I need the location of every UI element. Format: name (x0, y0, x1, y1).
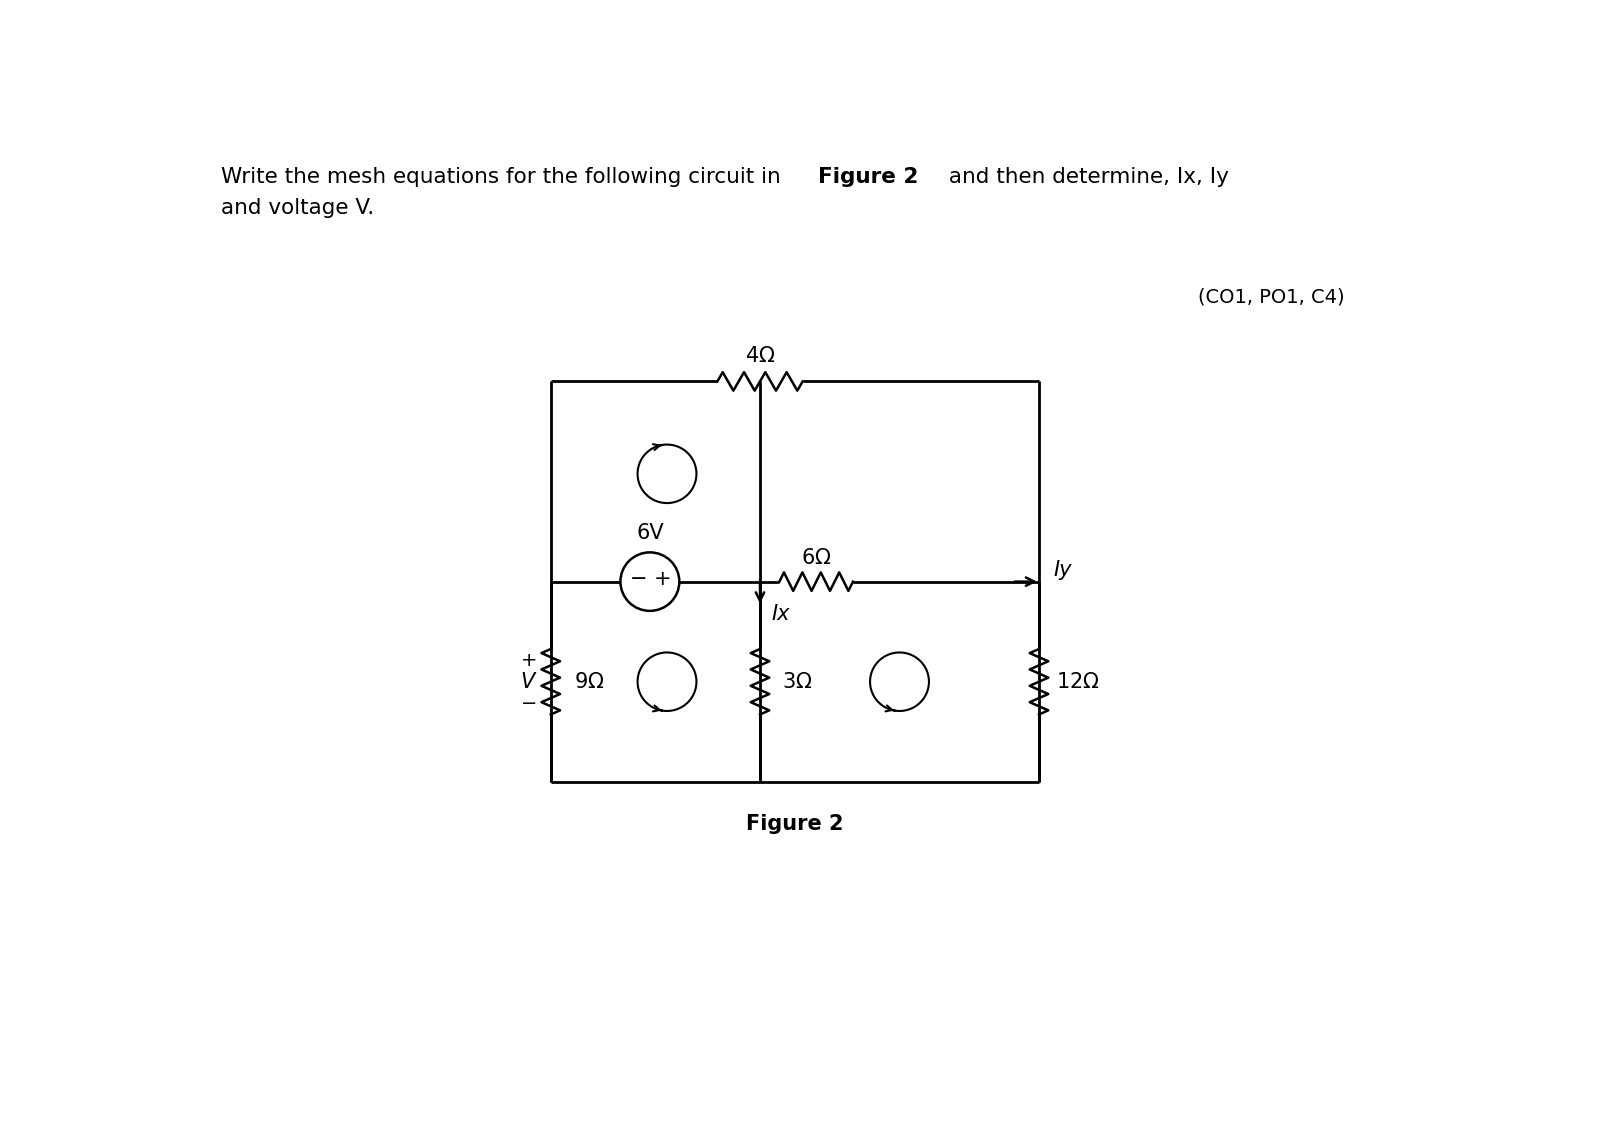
Text: Ix: Ix (771, 604, 790, 624)
Text: (CO1, PO1, C4): (CO1, PO1, C4) (1197, 287, 1345, 306)
Text: 3$\Omega$: 3$\Omega$ (782, 671, 813, 692)
Text: Figure 2: Figure 2 (818, 167, 918, 188)
Text: Write the mesh equations for the following circuit in: Write the mesh equations for the followi… (221, 167, 789, 188)
Text: 12$\Omega$: 12$\Omega$ (1055, 671, 1100, 692)
Text: and then determine, Ix, Iy: and then determine, Ix, Iy (942, 167, 1230, 188)
Text: and voltage V.: and voltage V. (221, 198, 375, 218)
Text: Iy: Iy (1054, 560, 1071, 580)
Text: 9$\Omega$: 9$\Omega$ (574, 671, 604, 692)
Text: 6V: 6V (637, 523, 664, 543)
Text: 4$\Omega$: 4$\Omega$ (745, 346, 776, 366)
Text: +: + (520, 651, 537, 669)
Text: V: V (520, 671, 535, 692)
Text: 6$\Omega$: 6$\Omega$ (802, 547, 831, 568)
Text: −: − (520, 694, 537, 712)
Text: −: − (630, 569, 648, 588)
Text: Figure 2: Figure 2 (747, 814, 844, 834)
Text: +: + (653, 569, 671, 588)
